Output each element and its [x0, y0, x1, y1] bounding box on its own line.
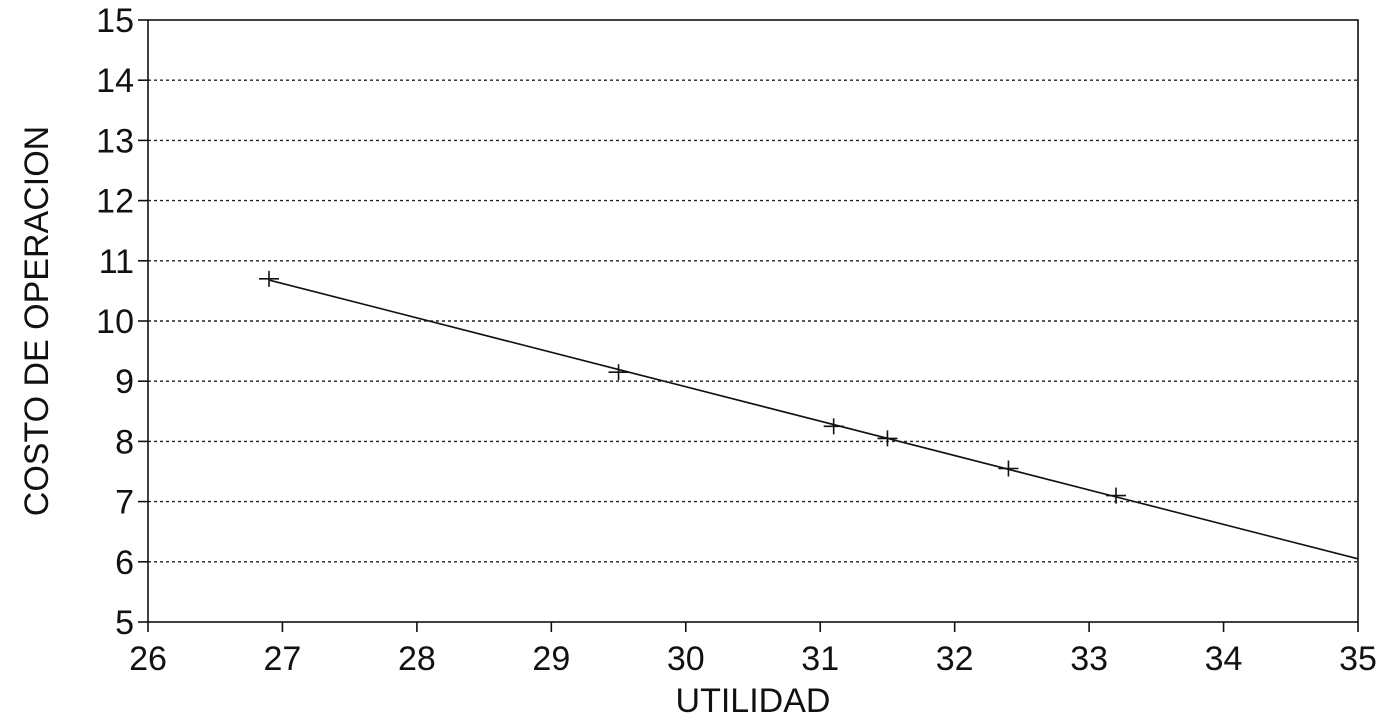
y-axis-title: COSTO DE OPERACION: [18, 126, 56, 516]
x-tick-label-31: 31: [801, 640, 839, 678]
x-tick-label-30: 30: [667, 640, 705, 678]
data-point-1: [259, 270, 279, 287]
y-tick-label-11: 11: [99, 243, 134, 281]
y-tick-label-10: 10: [96, 303, 134, 341]
y-tick-label-12: 12: [96, 183, 134, 221]
y-tick-label-15: 15: [96, 2, 134, 40]
data-point-2: [608, 364, 629, 381]
x-axis-title: UTILIDAD: [676, 682, 831, 720]
data-point-3: [823, 418, 844, 435]
y-tick-label-7: 7: [115, 484, 134, 522]
x-tick-label-33: 33: [1070, 640, 1108, 678]
data-points: [259, 270, 1126, 504]
trend-line: [268, 279, 1359, 560]
trend-line-layer: [268, 279, 1359, 560]
x-tick-label-26: 26: [129, 640, 167, 678]
x-tick-label-32: 32: [936, 640, 974, 678]
x-tick-label-35: 35: [1339, 640, 1377, 678]
data-point-6: [1106, 487, 1126, 504]
y-tick-label-5: 5: [115, 604, 134, 642]
data-point-4: [877, 430, 898, 447]
grid-lines: [148, 79, 1358, 563]
x-tick-label-28: 28: [398, 640, 436, 678]
y-tick-label-13: 13: [96, 122, 134, 160]
x-tick-label-34: 34: [1205, 640, 1243, 678]
y-tick-label-8: 8: [115, 423, 134, 461]
tick-labels: 5 6 7 8 9 10 11 12 13 14 15 26 27 28 29 30 31 32 33 34 35: [96, 2, 1377, 678]
y-tick-label-6: 6: [115, 544, 134, 582]
axis-ticks: [138, 19, 1359, 632]
data-point-5: [998, 460, 1019, 477]
x-tick-label-27: 27: [264, 640, 302, 678]
x-tick-label-29: 29: [532, 640, 570, 678]
y-tick-label-9: 9: [115, 363, 134, 401]
y-tick-label-14: 14: [96, 62, 134, 100]
